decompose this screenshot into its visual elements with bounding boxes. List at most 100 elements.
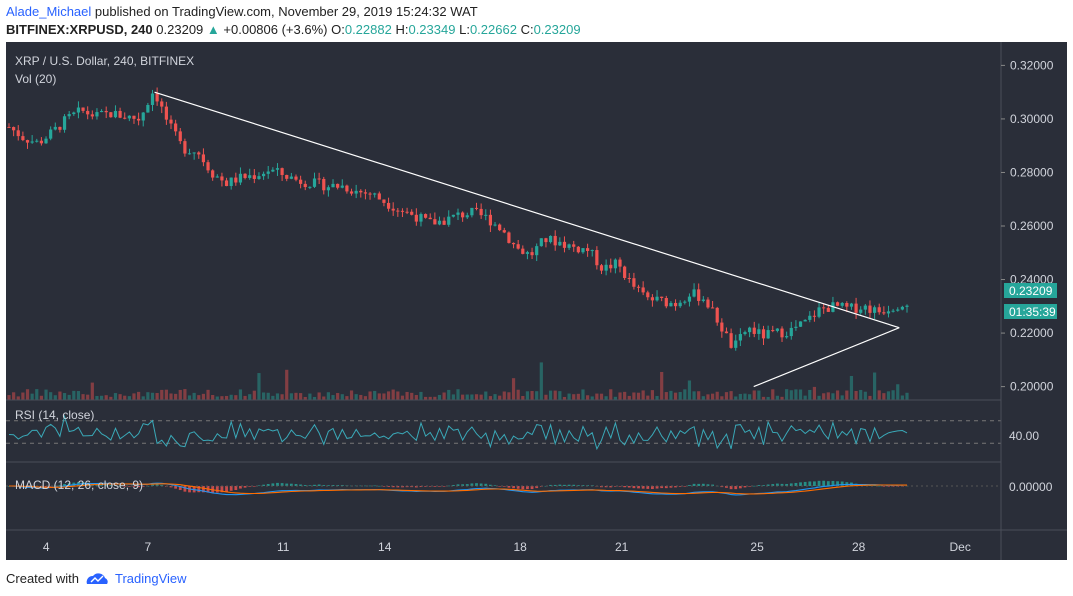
macd-histogram-bar [813, 481, 816, 486]
macd-histogram-bar [313, 484, 316, 486]
volume-bar [447, 389, 451, 400]
candle [896, 309, 900, 311]
macd-histogram-bar [127, 486, 131, 487]
macd-histogram-bar [100, 483, 103, 486]
macd-histogram-bar [197, 486, 201, 493]
candle [835, 302, 840, 306]
volume-bar [53, 395, 57, 400]
candle [502, 230, 506, 233]
macd-histogram-bar [303, 485, 307, 486]
macd-histogram-bar [276, 482, 279, 486]
candle [326, 187, 330, 191]
macd-histogram-bar [104, 484, 108, 486]
macd-histogram-bar [364, 485, 367, 487]
macd-histogram-bar [114, 485, 117, 486]
macd-histogram-bar [502, 486, 506, 487]
rsi-level-label: 40.00 [1009, 429, 1039, 443]
candle [678, 302, 682, 307]
chart-svg[interactable]: 0.320000.300000.280000.260000.240000.220… [6, 42, 1067, 560]
macd-histogram-bar [831, 480, 835, 486]
volume-bar [812, 386, 817, 400]
x-tick-label: 4 [43, 540, 50, 554]
candle [530, 252, 534, 256]
volume-bar [650, 390, 655, 400]
macd-histogram-bar [512, 486, 515, 489]
macd-histogram-bar [803, 481, 807, 486]
macd-histogram-bar [822, 480, 826, 486]
candle [808, 315, 812, 320]
macd-histogram-bar [220, 486, 224, 493]
x-tick-label: 14 [378, 540, 392, 554]
candle [363, 192, 368, 194]
footer: Created with TradingView [6, 571, 187, 586]
macd-histogram-bar [174, 486, 178, 489]
volume-bar [562, 396, 567, 400]
macd-histogram-bar [572, 484, 576, 486]
volume-bar [572, 394, 576, 400]
volume-bar [655, 396, 659, 400]
volume-bar [35, 389, 39, 400]
macd-histogram-bar [493, 485, 497, 486]
chart-canvas[interactable]: 0.32000 0.30000 0.28000 0.26000 0.24000 0.220… [6, 42, 1067, 560]
volume-bar [886, 391, 891, 400]
candle [905, 305, 909, 307]
candle [715, 307, 719, 323]
candle [312, 178, 317, 187]
candle [349, 191, 354, 194]
macd-histogram-bar [655, 486, 659, 489]
volume-bar [761, 396, 766, 400]
macd-histogram-bar [609, 486, 613, 488]
macd-histogram-bar [239, 486, 242, 489]
macd-histogram-bar [530, 486, 534, 490]
macd-histogram-bar [734, 486, 738, 490]
macd-histogram-bar [169, 486, 173, 488]
candle [780, 328, 784, 338]
macd-histogram-bar [563, 484, 566, 486]
candle [891, 310, 895, 312]
candle [461, 212, 465, 218]
candle [299, 179, 303, 184]
y-tick-label: 0.28000 [1010, 165, 1054, 179]
candle [803, 319, 807, 322]
candle [669, 302, 673, 307]
volume-bar [664, 392, 668, 400]
candle [655, 296, 659, 301]
signal-line [9, 483, 907, 495]
volume-bar [150, 392, 155, 400]
candle [58, 126, 62, 130]
macd-histogram-bar [484, 483, 488, 486]
y-tick-label: 0.30000 [1010, 112, 1054, 126]
macd-histogram-bar [766, 484, 770, 486]
tradingview-link[interactable]: TradingView [114, 571, 187, 586]
volume-bar [49, 392, 53, 400]
candle [414, 214, 418, 222]
macd-histogram-bar [442, 486, 446, 487]
candle [498, 224, 502, 231]
macd-histogram-bar [771, 484, 775, 486]
candle [525, 252, 530, 254]
macd-histogram-bar [623, 486, 627, 488]
volume-bar [623, 391, 627, 400]
candle [99, 110, 104, 113]
macd-histogram-bar [225, 486, 228, 492]
candle [206, 162, 210, 171]
open-value: 0.22882 [344, 22, 392, 37]
candle [868, 305, 872, 313]
candle [507, 232, 511, 243]
candle [373, 193, 377, 195]
volume-bar [775, 395, 779, 400]
candle [442, 220, 446, 225]
macd-histogram-bar [317, 484, 321, 486]
volume-bar [498, 395, 502, 400]
volume-bar [868, 395, 872, 400]
candle [16, 130, 20, 137]
macd-histogram-bar [826, 481, 830, 486]
macd-histogram-bar [234, 486, 238, 491]
volume-bar [271, 395, 275, 400]
macd-histogram-bar [697, 483, 701, 486]
macd-histogram-bar [498, 486, 502, 487]
volume-bar [90, 382, 94, 400]
author-link[interactable]: Alade_Michael [6, 4, 92, 19]
macd-histogram-bar [489, 484, 492, 486]
candle [692, 289, 696, 297]
